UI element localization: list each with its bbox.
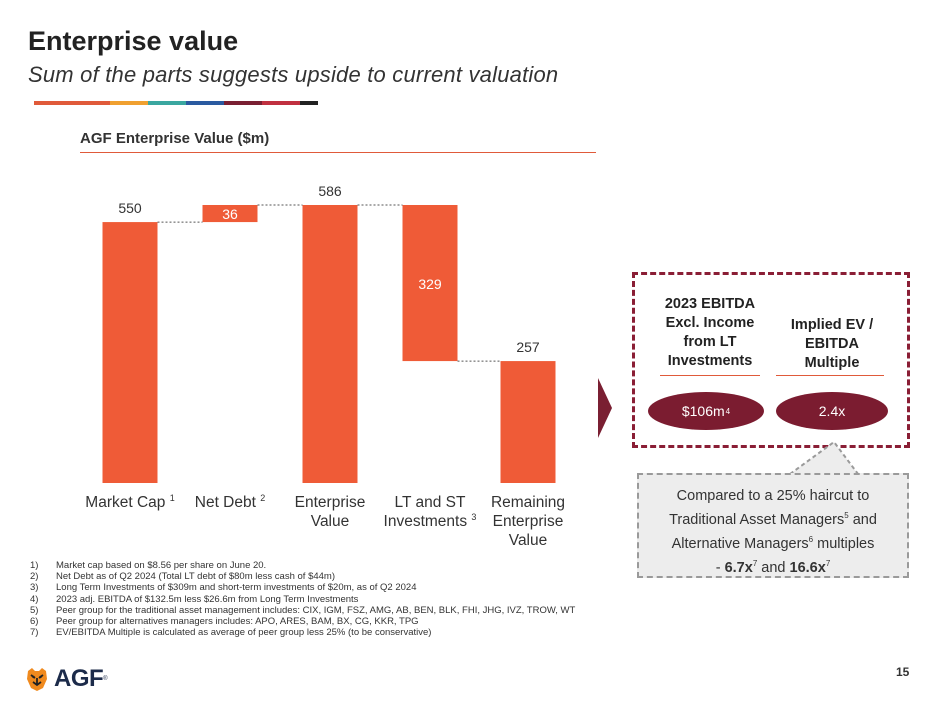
stripe-segment xyxy=(300,101,318,105)
multiple-heading-underline xyxy=(776,375,884,376)
page-title: Enterprise value xyxy=(28,26,239,56)
page-subtitle: Sum of the parts suggests upside to curr… xyxy=(28,62,559,87)
note-and-2: and xyxy=(757,559,790,576)
footnote-row: 4) 2023 adj. EBITDA of $132.5m less $26.6… xyxy=(30,594,575,605)
note-dash: - xyxy=(715,559,725,576)
footnote-text: Peer group for alternatives managers inc… xyxy=(56,616,419,628)
data-label: 550 xyxy=(118,200,142,216)
footnote-text: 2023 adj. EBITDA of $132.5m less $26.6m … xyxy=(56,593,359,605)
category-label: Enterprise xyxy=(493,513,564,530)
category-label: LT and ST xyxy=(395,494,466,511)
note-line-4: - 6.7x7 and 16.6x7 xyxy=(640,554,906,578)
stripe-segment xyxy=(262,101,300,105)
multiple-heading: Implied EV / EBITDA Multiple xyxy=(790,317,874,371)
stripe-segment xyxy=(224,101,262,105)
multiple-value-pill: 2.4x xyxy=(776,392,888,430)
bar-5 xyxy=(500,361,556,483)
category-footnote-ref: 1 xyxy=(170,493,175,503)
note-line-1: Compared to a 25% haircut to xyxy=(676,488,870,504)
footnote-text: Net Debt as of Q2 2024 (Total LT debt of… xyxy=(56,571,335,583)
page-number: 15 xyxy=(896,665,910,679)
category-footnote-ref: 3 xyxy=(471,512,476,522)
footnote-text: Long Term Investments of $309m and short… xyxy=(56,582,417,594)
color-stripe xyxy=(34,101,318,105)
footnote-number: 7) xyxy=(30,627,39,639)
valuation-metrics-box xyxy=(632,272,910,448)
category-footnote-ref: 2 xyxy=(260,493,265,503)
stripe-segment xyxy=(148,101,186,105)
footnote-number: 5) xyxy=(30,604,39,616)
footnote-row: 3) Long Term Investments of $309m and sho… xyxy=(30,582,575,593)
logo-text: AGF xyxy=(54,665,104,692)
category-label: Enterprise xyxy=(295,494,366,511)
note-multiple-alternative: 16.6x xyxy=(789,559,826,576)
note-multiples: multiples xyxy=(813,535,875,552)
peer-comparison-text: Compared to a 25% haircut to Traditional… xyxy=(640,486,906,577)
note-line-3: Alternative Managers6 multiples xyxy=(640,530,906,554)
note-multiple-traditional: 6.7x xyxy=(724,559,753,576)
category-label: Net Debt 2 xyxy=(195,493,266,511)
footnotes: 1) Market cap based on $8.56 per share on… xyxy=(30,560,575,638)
bar-2 xyxy=(202,205,258,223)
bar-3 xyxy=(302,205,358,483)
footnote-number: 2) xyxy=(30,571,39,583)
ebitda-footnote-ref: 4 xyxy=(725,406,731,416)
note-line-2: Traditional Asset Managers5 and xyxy=(640,506,906,530)
footnote-row: 7) EV/EBITDA Multiple is calculated as av… xyxy=(30,627,575,638)
stripe-segment xyxy=(110,101,148,105)
footnote-number: 1) xyxy=(30,560,39,571)
category-label: Remaining xyxy=(491,494,565,511)
data-label: 329 xyxy=(418,276,442,292)
footnote-row: 2) Net Debt as of Q2 2024 (Total LT debt … xyxy=(30,571,575,582)
peer-comparison-callout xyxy=(637,473,909,578)
footnote-row: 1) Market cap based on $8.56 per share on… xyxy=(30,560,575,571)
data-label: 36 xyxy=(222,206,238,222)
data-label: 586 xyxy=(318,183,342,199)
ebitda-heading: 2023 EBITDA Excl. Income from LT Investm… xyxy=(664,296,756,369)
ebitda-value: $106m xyxy=(681,403,725,419)
footnote-number: 3) xyxy=(30,582,39,594)
category-label: Value xyxy=(311,513,350,530)
note-alternative: Alternative Managers xyxy=(671,535,809,552)
stripe-segment xyxy=(186,101,224,105)
footnote-text: Peer group for the traditional asset man… xyxy=(56,604,576,616)
ebitda-value-pill: $106m 4 xyxy=(648,392,764,430)
agf-logo: AGF ® xyxy=(24,665,108,693)
note-and: and xyxy=(848,511,877,528)
footnote-text: Market cap based on $8.56 per share on J… xyxy=(56,560,267,571)
bar-1 xyxy=(102,222,158,483)
note-sup-6: 6 xyxy=(808,534,814,544)
ebitda-heading-underline xyxy=(660,375,760,376)
footnote-number: 6) xyxy=(30,616,39,628)
stripe-segment xyxy=(34,101,72,105)
footnote-row: 5) Peer group for the traditional asset m… xyxy=(30,605,575,616)
multiple-value: 2.4x xyxy=(818,403,846,419)
category-label: Value xyxy=(509,532,548,549)
note-traditional: Traditional Asset Managers xyxy=(669,511,845,528)
footnote-row: 6) Peer group for alternatives managers i… xyxy=(30,616,575,627)
category-label: Investments 3 xyxy=(384,512,477,530)
stripe-segment xyxy=(72,101,110,105)
logo-trademark: ® xyxy=(103,676,108,682)
chart-title-underline xyxy=(80,152,596,153)
bar-4 xyxy=(402,205,458,362)
note-sup-7b: 7 xyxy=(825,558,831,568)
note-sup-7a: 7 xyxy=(752,558,758,568)
footnote-number: 4) xyxy=(30,593,39,605)
category-label: Market Cap 1 xyxy=(85,493,174,511)
arrow-right-icon xyxy=(598,378,612,438)
waterfall-chart: 550 36 586 329 257 Market Cap 1 Net Debt 2 Ente… xyxy=(85,183,565,549)
chart-title: AGF Enterprise Value ($m) xyxy=(80,130,270,147)
data-label: 257 xyxy=(516,339,540,355)
tiger-logo-icon xyxy=(27,668,47,691)
footnote-text: EV/EBITDA Multiple is calculated as aver… xyxy=(56,627,432,639)
note-sup-5: 5 xyxy=(844,511,849,520)
